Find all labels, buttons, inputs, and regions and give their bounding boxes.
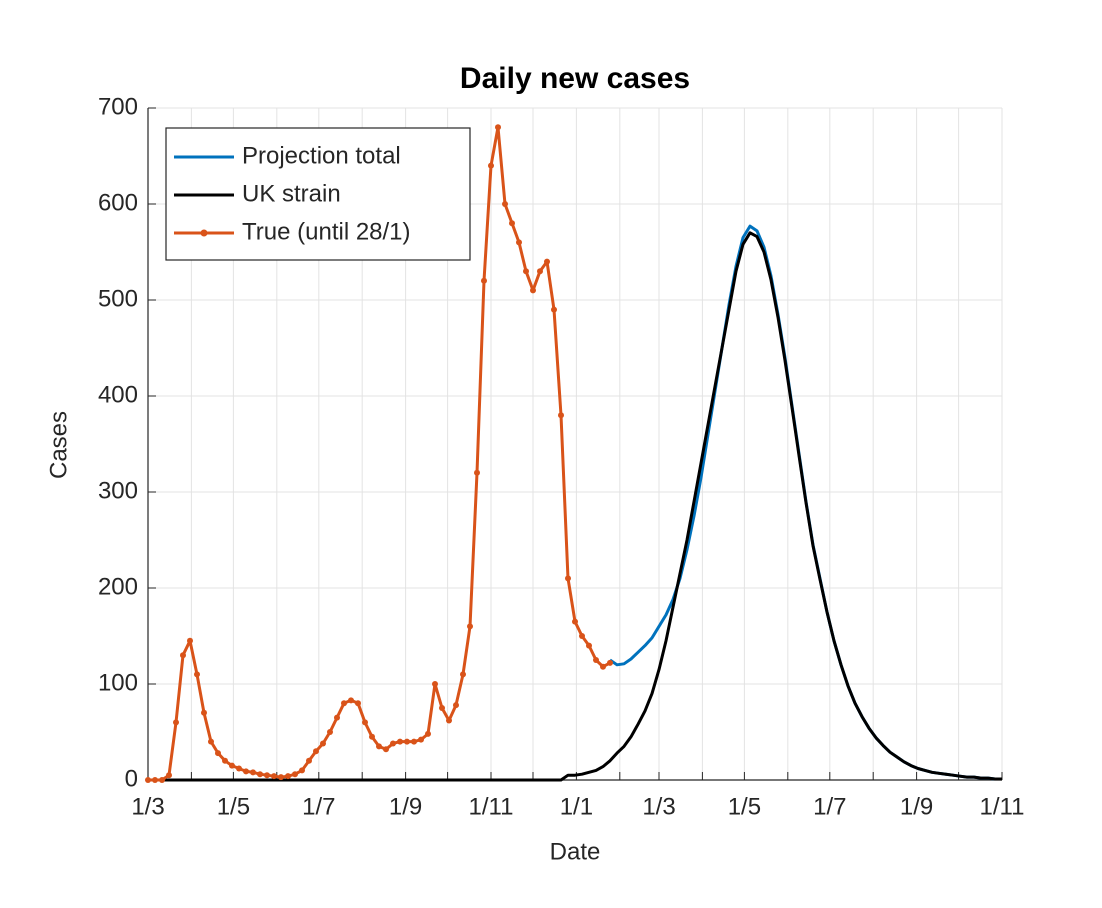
y-tick-label: 500 — [98, 285, 138, 312]
y-tick-label: 600 — [98, 189, 138, 216]
data-point — [593, 657, 599, 663]
data-point — [572, 618, 578, 625]
y-tick-label: 0 — [125, 765, 138, 792]
data-point — [173, 719, 179, 726]
x-tick-label: 1/5 — [728, 793, 761, 820]
y-tick-label: 200 — [98, 573, 138, 600]
x-axis-label: Date — [550, 838, 601, 865]
data-point — [285, 773, 291, 780]
data-point — [166, 772, 172, 779]
x-tick-label: 1/9 — [900, 793, 933, 820]
data-point — [383, 746, 389, 753]
data-point — [523, 268, 529, 275]
data-point — [607, 659, 613, 666]
x-tick-label: 1/3 — [131, 793, 164, 820]
data-point — [334, 714, 340, 721]
data-point — [432, 681, 438, 687]
data-point — [180, 652, 186, 659]
data-point — [516, 239, 522, 246]
data-point — [250, 769, 256, 776]
data-point — [271, 773, 277, 780]
data-point — [348, 697, 354, 704]
data-point — [460, 671, 466, 678]
data-point — [425, 730, 431, 737]
x-tick-label: 1/1 — [560, 793, 593, 820]
data-point — [313, 748, 319, 755]
data-point — [355, 700, 361, 707]
x-tick-label: 1/7 — [302, 793, 335, 820]
data-point — [236, 765, 242, 772]
data-point — [474, 469, 480, 476]
data-point — [509, 220, 515, 227]
legend-label: UK strain — [242, 180, 341, 207]
data-point — [551, 306, 557, 313]
data-point — [222, 757, 228, 764]
x-tick-label: 1/11 — [980, 793, 1025, 820]
data-point — [586, 642, 592, 649]
data-point — [341, 700, 347, 707]
series-line — [148, 231, 1002, 782]
data-point — [243, 768, 249, 775]
data-point — [558, 412, 564, 419]
data-point — [418, 736, 424, 743]
data-point — [488, 162, 494, 169]
data-point — [495, 124, 501, 131]
data-point — [152, 777, 158, 783]
y-tick-label: 400 — [98, 381, 138, 408]
data-point — [327, 729, 333, 735]
data-point — [208, 738, 214, 745]
data-point — [390, 740, 396, 747]
data-point — [446, 717, 452, 724]
data-point — [159, 777, 165, 783]
x-tick-label: 1/3 — [642, 793, 675, 820]
data-point — [537, 268, 543, 275]
data-point — [439, 705, 445, 711]
data-point — [194, 671, 200, 678]
data-point — [362, 719, 368, 726]
data-point — [306, 757, 312, 764]
data-point — [320, 740, 326, 747]
data-point — [264, 772, 270, 779]
data-point — [145, 777, 151, 783]
data-point — [404, 738, 410, 745]
data-point — [376, 743, 382, 750]
data-point — [453, 702, 459, 709]
data-point — [397, 738, 403, 745]
data-point — [187, 637, 193, 644]
data-point — [467, 623, 473, 630]
legend-label: Projection total — [242, 142, 401, 169]
data-point — [565, 575, 571, 582]
data-point — [369, 733, 375, 740]
legend-marker — [200, 229, 208, 237]
data-point — [278, 774, 284, 781]
x-tick-label: 1/11 — [469, 793, 514, 820]
data-point — [544, 258, 550, 265]
data-point — [299, 767, 305, 774]
y-tick-label: 700 — [98, 93, 138, 120]
chart-title: Daily new cases — [460, 62, 690, 95]
data-point — [292, 771, 298, 778]
data-point — [201, 709, 207, 716]
legend-label: True (until 28/1) — [242, 218, 411, 245]
data-point — [481, 277, 487, 284]
data-point — [215, 750, 221, 757]
x-tick-label: 1/9 — [389, 793, 422, 820]
x-tick-label: 1/5 — [217, 793, 250, 820]
x-tick-label: 1/7 — [813, 793, 846, 820]
data-point — [411, 738, 417, 745]
y-axis-label: Cases — [45, 411, 72, 479]
data-point — [257, 771, 263, 778]
y-tick-label: 100 — [98, 669, 138, 696]
data-point — [502, 201, 508, 207]
y-tick-label: 300 — [98, 477, 138, 504]
data-point — [530, 287, 536, 294]
data-point — [229, 762, 235, 769]
data-point — [579, 633, 585, 639]
data-point — [600, 663, 606, 670]
